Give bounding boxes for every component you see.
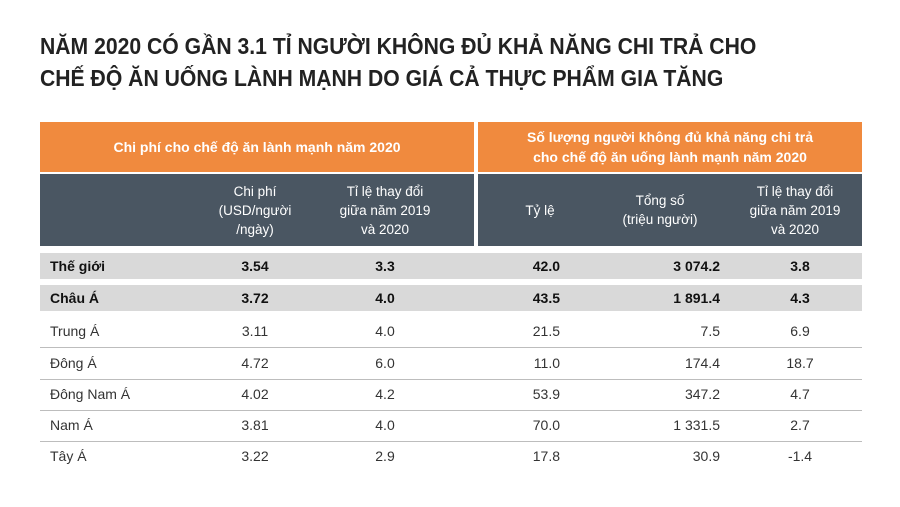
total-value: 347.2	[684, 386, 720, 402]
cost-value: 4.72	[241, 355, 269, 371]
table-row: Thế giới 3.54 3.3 42.0 3 074.2 3.8	[40, 253, 862, 279]
region-name: Thế giới	[50, 258, 106, 274]
region-name: Đông Á	[50, 355, 97, 371]
row-divider	[40, 441, 862, 442]
total-value: 3 074.2	[673, 258, 720, 274]
rate-value: 53.9	[532, 386, 560, 402]
table-row: Đông Nam Á 4.02 4.2 53.9 347.2 4.7	[40, 381, 862, 407]
total-change-value: 6.9	[790, 323, 810, 339]
group-header-unaffordable-line-2: cho chế độ ăn uống lành mạnh năm 2020	[533, 149, 807, 165]
rate-value: 21.5	[532, 323, 560, 339]
total-change-value: -1.4	[787, 448, 813, 464]
rate-value: 43.5	[532, 290, 560, 306]
total-value: 174.4	[684, 355, 720, 371]
group-header-unaffordable-line-1: Số lượng người không đủ khả năng chi trả	[527, 129, 813, 145]
column-header-total-change-line-2: giữa năm 2019	[749, 202, 841, 218]
cost-value: 3.11	[241, 323, 269, 339]
region-name: Đông Nam Á	[50, 386, 131, 402]
column-header-cost-line-2: (USD/người	[218, 202, 292, 218]
cost-change-value: 6.0	[375, 355, 395, 371]
column-header-cost-change: Tỉ lệ thay đổi giữa năm 2019 và 2020	[330, 174, 440, 246]
column-header-cost-line-3: /ngày)	[236, 221, 274, 237]
region-name: Châu Á	[50, 290, 99, 306]
column-header-total-change: Tỉ lệ thay đổi giữa năm 2019 và 2020	[735, 174, 855, 246]
table-row: Trung Á 3.11 4.0 21.5 7.5 6.9	[40, 318, 862, 344]
column-header-cost-change-line-2: giữa năm 2019	[339, 202, 431, 218]
total-value: 1 331.5	[673, 417, 720, 433]
column-header-cost-line-1: Chi phí	[233, 183, 277, 199]
column-header-cost-change-line-3: và 2020	[360, 221, 410, 237]
row-divider	[40, 410, 862, 411]
rate-value: 11.0	[533, 355, 560, 371]
cost-change-value: 4.2	[375, 386, 395, 402]
column-header-rate: Tỷ lệ	[505, 174, 575, 246]
row-divider	[40, 379, 862, 380]
group-divider	[474, 122, 478, 246]
total-value: 30.9	[692, 448, 720, 464]
table-row: Đông Á 4.72 6.0 11.0 174.4 18.7	[40, 350, 862, 376]
table-row: Tây Á 3.22 2.9 17.8 30.9 -1.4	[40, 443, 862, 469]
cost-change-value: 4.0	[375, 323, 395, 339]
cost-value: 3.54	[241, 258, 269, 274]
cost-change-value: 4.0	[375, 290, 395, 306]
total-change-value: 4.3	[790, 290, 810, 306]
total-change-value: 18.7	[786, 355, 814, 371]
rate-value: 42.0	[532, 258, 560, 274]
column-header-cost: Chi phí (USD/người /ngày)	[210, 174, 300, 246]
column-header-cost-change-line-1: Tỉ lệ thay đổi	[346, 183, 424, 199]
region-name: Nam Á	[50, 417, 93, 433]
table-row: Châu Á 3.72 4.0 43.5 1 891.4 4.3	[40, 285, 862, 311]
title-line-1: NĂM 2020 CÓ GẦN 3.1 TỈ NGƯỜI KHÔNG ĐỦ KH…	[40, 33, 757, 59]
total-change-value: 2.7	[790, 417, 810, 433]
cost-change-value: 3.3	[375, 258, 395, 274]
column-header-total: Tổng số (triệu người)	[600, 174, 720, 246]
column-header-total-line-1: Tổng số	[635, 193, 685, 208]
group-header-cost-label: Chi phí cho chế độ ăn lành mạnh năm 2020	[113, 139, 401, 155]
table-row: Nam Á 3.81 4.0 70.0 1 331.5 2.7	[40, 412, 862, 438]
total-value: 7.5	[700, 323, 720, 339]
group-header-cost: Chi phí cho chế độ ăn lành mạnh năm 2020	[40, 122, 474, 172]
total-change-value: 3.8	[790, 258, 810, 274]
column-header-total-change-line-1: Tỉ lệ thay đổi	[756, 183, 834, 199]
total-value: 1 891.4	[673, 290, 720, 306]
rate-value: 70.0	[532, 417, 560, 433]
cost-change-value: 2.9	[375, 448, 395, 464]
column-header-rate-line-1: Tỷ lệ	[525, 202, 555, 218]
row-divider	[40, 347, 862, 348]
cost-value: 4.02	[241, 386, 269, 402]
column-header-total-change-line-3: và 2020	[770, 221, 820, 237]
group-header-unaffordable: Số lượng người không đủ khả năng chi trả…	[478, 122, 862, 172]
region-name: Tây Á	[50, 448, 87, 464]
cost-change-value: 4.0	[375, 417, 395, 433]
total-change-value: 4.7	[790, 386, 810, 402]
chart-title: NĂM 2020 CÓ GẦN 3.1 TỈ NGƯỜI KHÔNG ĐỦ KH…	[40, 30, 804, 94]
cost-value: 3.81	[241, 417, 269, 433]
cost-value: 3.72	[241, 290, 269, 306]
column-header-bar-left	[40, 174, 474, 246]
rate-value: 17.8	[532, 448, 560, 464]
column-header-total-line-2: (triệu người)	[622, 212, 698, 227]
cost-value: 3.22	[241, 448, 269, 464]
region-name: Trung Á	[50, 323, 100, 339]
column-header-bar-right	[478, 174, 862, 246]
title-line-2: CHẾ ĐỘ ĂN UỐNG LÀNH MẠNH DO GIÁ CẢ THỰC …	[40, 65, 724, 91]
